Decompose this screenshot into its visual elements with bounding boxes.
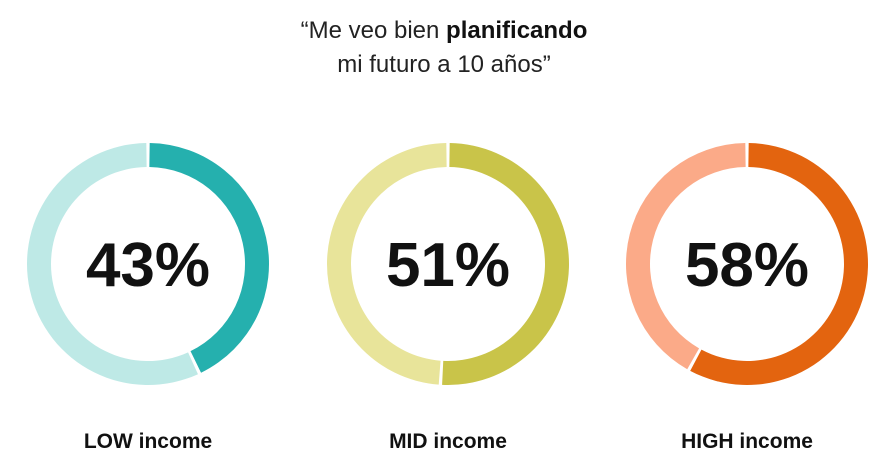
- donut-category-label: LOW income: [84, 430, 212, 453]
- chart-title-bold: planificando: [446, 17, 588, 44]
- donut-percent-label: 43%: [86, 231, 210, 300]
- donut-category-label: MID income: [389, 430, 507, 453]
- donut-3: 58% HIGH income: [626, 143, 869, 453]
- chart-title-prefix: “Me veo bien: [300, 17, 447, 44]
- donut-value-slice: [149, 143, 269, 373]
- chart-title-line-1: “Me veo bien planificando: [0, 14, 888, 48]
- donut-value-slice: [442, 143, 570, 386]
- donut-2: 51% MID income: [327, 143, 570, 453]
- donut-remainder-slice: [626, 143, 746, 370]
- donut-percent-label: 58%: [685, 231, 809, 300]
- chart-title: “Me veo bien planificando mi futuro a 10…: [0, 14, 888, 82]
- donut-1: 43% LOW income: [26, 143, 269, 453]
- donut-value-slice: [690, 143, 869, 386]
- donut-category-label: HIGH income: [681, 430, 813, 453]
- donut-remainder-slice: [327, 143, 447, 385]
- chart-title-line-2: mi futuro a 10 años”: [337, 51, 551, 78]
- donut-remainder-slice: [26, 143, 198, 385]
- donut-percent-label: 51%: [386, 231, 510, 300]
